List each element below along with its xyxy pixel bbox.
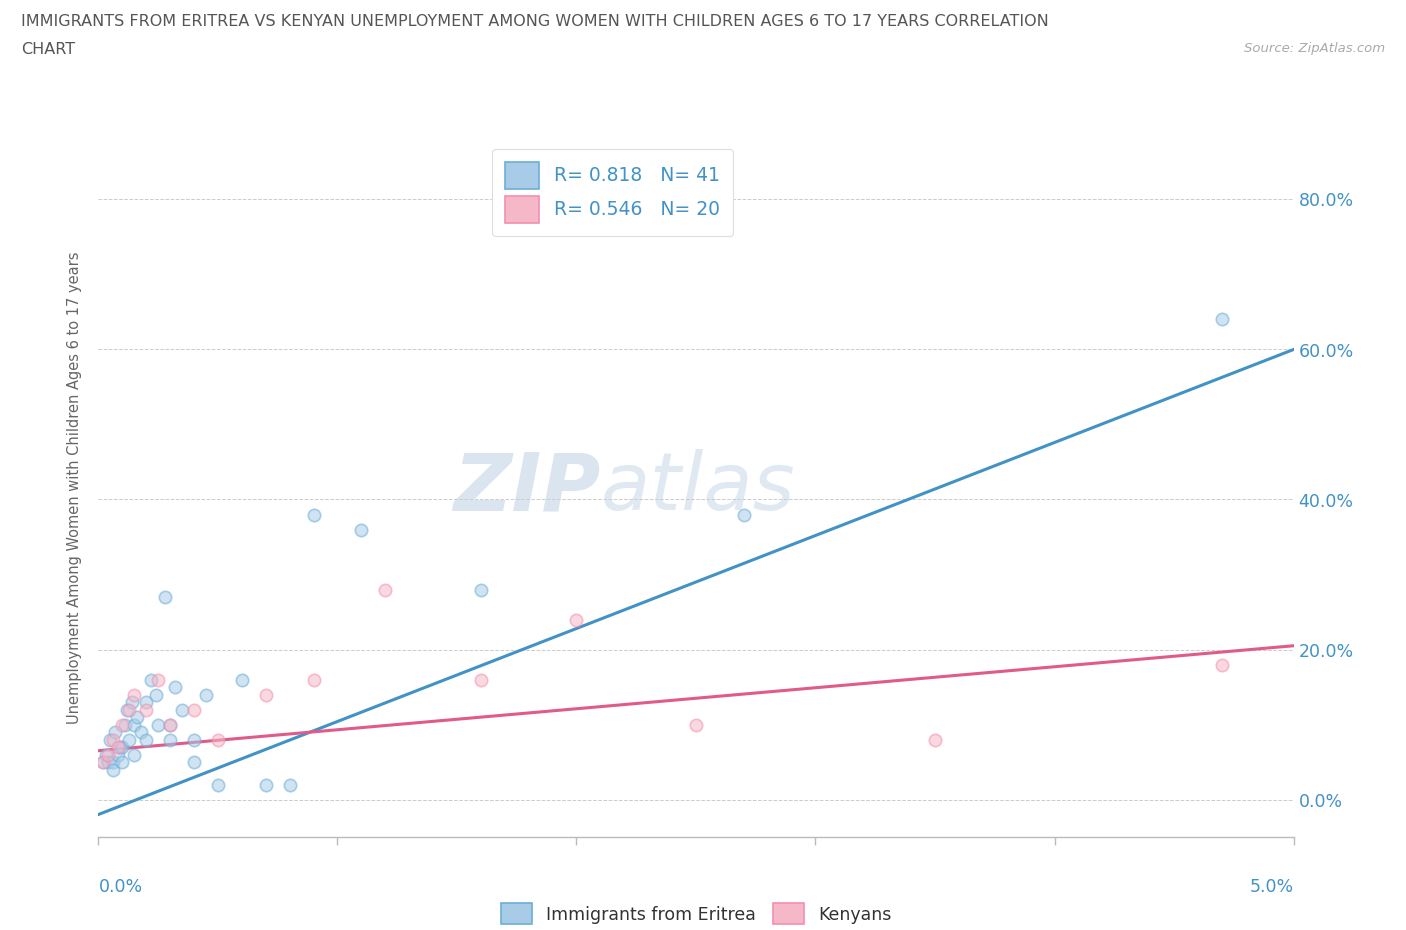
Point xyxy=(115,702,138,717)
Point xyxy=(124,687,146,702)
Text: atlas: atlas xyxy=(600,449,796,527)
Point xyxy=(118,702,141,717)
Point xyxy=(135,732,157,747)
Text: IMMIGRANTS FROM ERITREA VS KENYAN UNEMPLOYMENT AMONG WOMEN WITH CHILDREN AGES 6 : IMMIGRANTS FROM ERITREA VS KENYAN UNEMPL… xyxy=(21,14,1049,29)
Point xyxy=(111,754,134,769)
Point xyxy=(111,739,134,754)
Point xyxy=(733,507,755,522)
Point xyxy=(278,777,301,792)
Point xyxy=(118,732,141,747)
Point xyxy=(101,754,124,769)
Point xyxy=(91,754,114,769)
Point xyxy=(195,687,218,702)
Point xyxy=(111,717,134,732)
Point xyxy=(155,590,177,604)
Point xyxy=(470,672,492,687)
Point xyxy=(107,739,129,754)
Point xyxy=(97,754,120,769)
Point xyxy=(121,695,143,710)
Text: 0.0%: 0.0% xyxy=(98,878,142,897)
Point xyxy=(350,522,373,537)
Point xyxy=(97,747,120,762)
Point xyxy=(104,724,127,739)
Point xyxy=(172,702,194,717)
Legend: Immigrants from Eritrea, Kenyans: Immigrants from Eritrea, Kenyans xyxy=(492,895,900,930)
Point xyxy=(183,732,205,747)
Point xyxy=(107,747,129,762)
Point xyxy=(1211,658,1233,672)
Point xyxy=(101,762,124,777)
Point xyxy=(100,732,122,747)
Point xyxy=(135,695,157,710)
Point xyxy=(207,777,229,792)
Point xyxy=(163,680,186,695)
Point xyxy=(254,777,277,792)
Point xyxy=(124,717,146,732)
Point xyxy=(231,672,253,687)
Text: Source: ZipAtlas.com: Source: ZipAtlas.com xyxy=(1244,42,1385,55)
Point xyxy=(159,732,181,747)
Point xyxy=(159,717,181,732)
Point xyxy=(148,672,170,687)
Point xyxy=(125,710,148,724)
Point xyxy=(183,754,205,769)
Point xyxy=(924,732,946,747)
Point xyxy=(207,732,229,747)
Text: 5.0%: 5.0% xyxy=(1250,878,1294,897)
Point xyxy=(148,717,170,732)
Y-axis label: Unemployment Among Women with Children Ages 6 to 17 years: Unemployment Among Women with Children A… xyxy=(67,252,83,724)
Point xyxy=(302,672,325,687)
Point xyxy=(302,507,325,522)
Point xyxy=(91,754,114,769)
Point xyxy=(254,687,277,702)
Point xyxy=(139,672,162,687)
Point xyxy=(470,582,492,597)
Text: ZIP: ZIP xyxy=(453,449,600,527)
Point xyxy=(1211,312,1233,327)
Point xyxy=(159,717,181,732)
Text: CHART: CHART xyxy=(21,42,75,57)
Point xyxy=(114,717,136,732)
Point xyxy=(145,687,167,702)
Point xyxy=(131,724,153,739)
Point xyxy=(685,717,707,732)
Point xyxy=(124,747,146,762)
Point xyxy=(183,702,205,717)
Point xyxy=(101,732,124,747)
Point xyxy=(565,612,588,627)
Point xyxy=(374,582,396,597)
Point xyxy=(135,702,157,717)
Point xyxy=(108,739,131,754)
Point xyxy=(94,747,117,762)
